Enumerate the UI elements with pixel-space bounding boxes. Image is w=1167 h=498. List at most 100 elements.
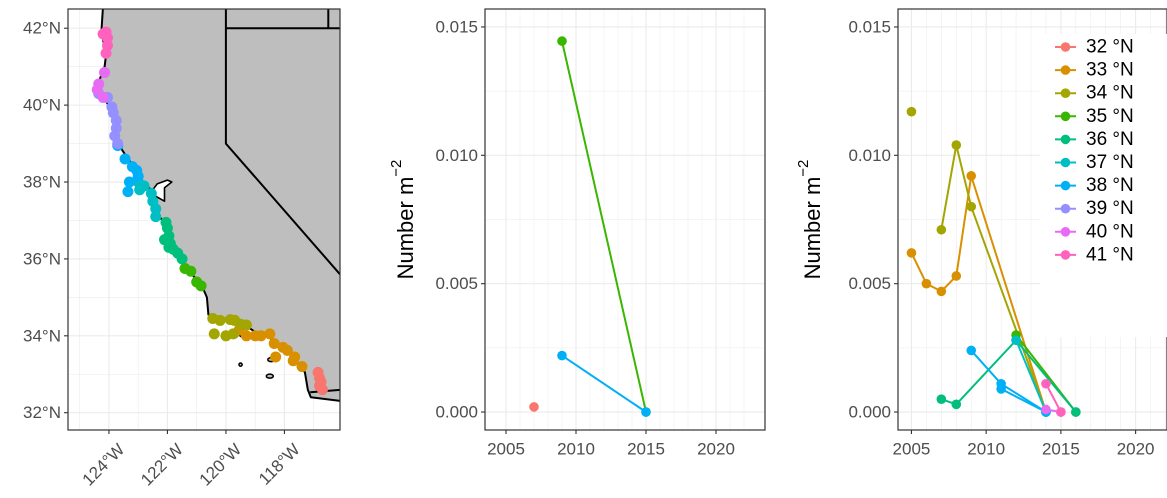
panel-c-point-33n [951,271,962,281]
panel-b-x-tick-label: 2010 [557,440,595,459]
survey-point-34n [208,328,220,340]
panel-c-point-36n [1071,407,1081,417]
panel-c-point-41n [1056,407,1066,417]
lat-tick-label: 40°N [23,96,61,115]
panel-c-series-lines [910,144,1077,413]
panel-b-y-axis-title: Number m−2 [388,160,418,280]
legend-key-point [1060,65,1071,75]
legend-item-32n: 32 °N [1055,37,1134,58]
panel-b-point-38n [641,407,651,417]
lon-tick-label: 124°W [79,440,129,490]
legend-label: 37 °N [1086,152,1134,173]
panel-c-y-tick-label: 0.010 [848,146,891,165]
survey-point-37n [134,184,146,196]
panel-c-y-tick-label: 0.015 [848,17,891,36]
panel-c-point-41n [1041,378,1051,389]
survey-point-34n [240,319,252,331]
channel-island [238,362,243,367]
legend-key-point [1060,42,1071,52]
panel-c-y-tick-label: 0.005 [848,274,891,293]
panel-c-plot-border [897,8,1167,431]
survey-point-37n [150,203,162,215]
survey-point-41n [101,32,113,44]
survey-point-35n [179,263,191,275]
panel-c-point-38n [966,345,977,356]
survey-point-40n [97,91,109,103]
lon-tick-label: 118°W [255,440,304,489]
panel-c-point-34n [936,224,947,235]
legend: 32 °N33 °N34 °N35 °N36 °N37 °N38 °N39 °N… [1040,34,1167,337]
panel-c-series-line-37n [1015,339,1047,413]
panel-c-point-34n [906,106,917,117]
panel-c-x-tick-label: 2005 [893,440,931,459]
panel-c-x-tick-label: 2020 [1117,440,1155,459]
survey-point-40n [99,66,111,78]
panel-c-series-line-38n [1000,388,1047,413]
legend-label: 33 °N [1086,60,1134,81]
panel-b-point-38n [557,350,567,361]
survey-point-35n [195,280,207,292]
panel-c-series-points [906,106,1081,417]
legend-label: 35 °N [1086,106,1134,127]
legend-key-point [1060,203,1071,214]
legend-key-point [1060,88,1071,98]
panel-b-point-32n [529,402,539,412]
panel-c-y-axis-title: Number m−2 [795,160,825,280]
legend-label: 39 °N [1086,198,1134,219]
channel-island [265,373,275,379]
survey-point-39n [110,114,122,126]
legend-key-point [1060,180,1071,191]
survey-point-33n [255,330,267,342]
panel-b-x-tick-label: 2015 [627,440,665,459]
survey-point-40n [91,84,103,96]
lon-tick-label: 122°W [137,440,187,490]
panel-c-point-34n [951,140,962,150]
legend-key-point [1060,134,1071,145]
lat-tick-label: 38°N [23,173,61,192]
survey-point-34n [214,314,226,326]
survey-point-38n [123,176,135,188]
survey-point-37n [145,188,157,200]
panel-c-point-33n [966,171,977,181]
survey-point-37n [150,211,162,223]
panel-c-point-40n [1041,404,1051,415]
panel-c-series-line-36n [940,338,1077,413]
panel-b-series-line-35n [561,40,647,413]
panel-c-point-38n [996,384,1006,394]
legend-label: 34 °N [1086,83,1134,104]
survey-point-33n [270,351,282,363]
panel-c-point-33n [921,278,932,289]
panel-c-point-36n [951,399,962,410]
legend-label: 36 °N [1086,129,1134,150]
survey-point-38n [122,186,134,198]
survey-point-38n [119,153,131,165]
survey-point-33n [264,328,276,340]
legend-label: 32 °N [1086,37,1134,58]
panel-c-point-37n [1011,335,1021,345]
panel-c-x-tick-label: 2015 [1042,440,1080,459]
panel-b-series-lines [561,40,647,413]
legend-key-point [1060,250,1071,260]
legend-item-37n: 37 °N [1055,152,1134,173]
survey-point-33n [268,337,280,349]
panel-b-y-tick-label: 0.005 [435,274,478,293]
legend-label: 41 °N [1086,244,1134,265]
panel-c-point-33n [906,248,917,258]
legend-key-point [1060,227,1071,237]
panel-c-point-33n [936,286,947,297]
legend-label: 38 °N [1086,175,1134,196]
survey-point-38n [132,170,144,182]
legend-key-point [1060,111,1071,122]
survey-point-33n [296,361,308,373]
legend-key-point [1060,157,1071,168]
panel-b-point-35n [557,36,567,46]
legend-item-35n: 35 °N [1055,106,1134,127]
survey-point-33n [240,330,252,342]
panel-c-x-tick-label: 2010 [967,440,1005,459]
panel-b-series-points [529,36,651,417]
panel-c-point-36n [936,394,947,404]
survey-point-39n [112,138,124,150]
panel-b-x-tick-label: 2005 [487,440,525,459]
survey-point-33n [287,355,299,367]
